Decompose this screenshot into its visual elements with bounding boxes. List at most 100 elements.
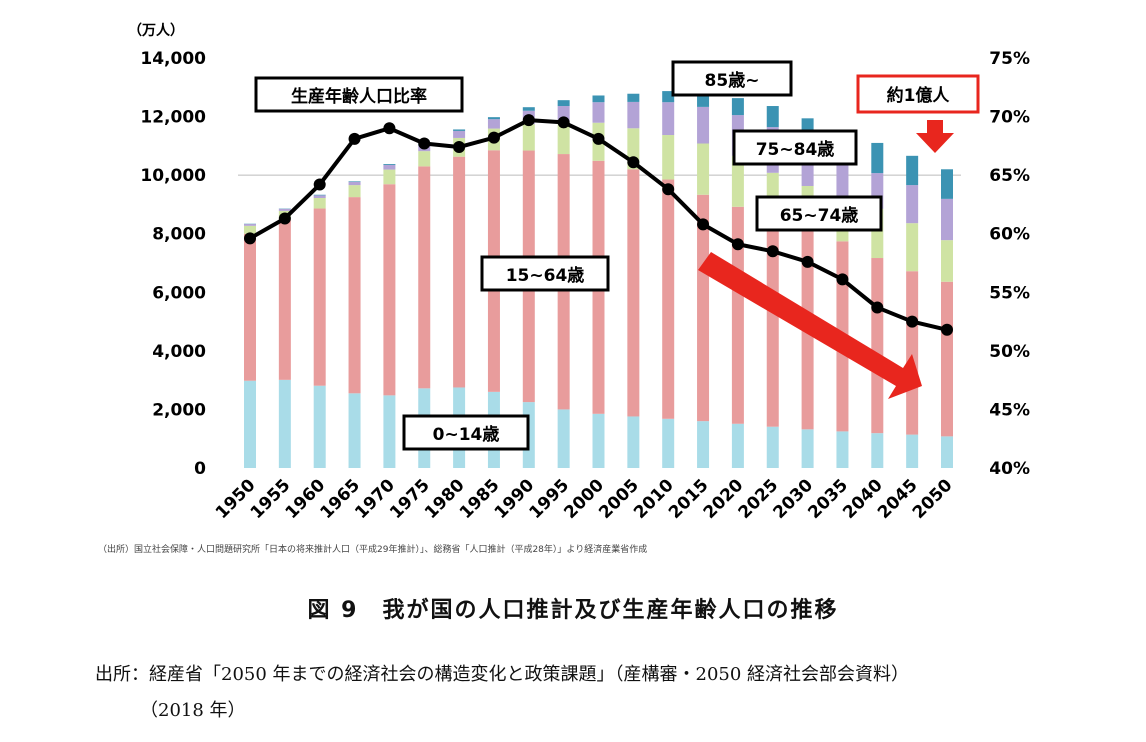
bar-segment-1950-s0 xyxy=(244,380,256,468)
bar-segment-2025-s4 xyxy=(766,106,779,128)
bar-segment-1955-s3 xyxy=(278,208,291,211)
bar-segment-1950-s2 xyxy=(244,225,256,234)
x-tick-label-2050: 2050 xyxy=(909,475,957,523)
bar-segment-2010-s1 xyxy=(662,179,675,419)
bar-segment-2045-s0 xyxy=(906,434,919,468)
bar-segment-1970-s1 xyxy=(383,184,396,396)
bar-segment-2015-s0 xyxy=(697,421,710,468)
ratio-point-2045 xyxy=(906,315,919,328)
x-axis: 1950195519601965197019751980198519901995… xyxy=(212,475,957,523)
decline-arrow xyxy=(698,252,922,399)
bar-segment-2005-s0 xyxy=(627,416,640,468)
bar-segment-2035-s0 xyxy=(836,431,849,468)
annotation-layer: 生産年齢人口比率 85歳~ 75~84歳 65~74歳 15~64歳 0~14歳… xyxy=(254,60,980,451)
bar-segment-2050-s3 xyxy=(941,198,953,241)
age0-label-box: 0~14歳 xyxy=(402,414,530,451)
right-tick-label: 75% xyxy=(989,49,1030,69)
citation-year: （2018 年） xyxy=(140,700,246,721)
ratio-point-2020 xyxy=(731,238,744,251)
ratio-point-2040 xyxy=(871,301,884,314)
bar-segment-2010-s0 xyxy=(662,418,675,468)
right-tick-label: 50% xyxy=(989,342,1030,362)
bar-segment-2015-s2 xyxy=(697,143,710,195)
bar-segment-2005-s3 xyxy=(627,101,640,129)
age0-label: 0~14歳 xyxy=(433,424,500,445)
bar-segment-2010-s4 xyxy=(662,91,675,103)
bar-segment-2020-s1 xyxy=(731,206,744,424)
bar-segment-1960-s4 xyxy=(313,194,326,196)
bar-segment-2045-s1 xyxy=(906,271,919,435)
age75-label-box: 75~84歳 xyxy=(732,129,858,166)
bar-segment-1960-s1 xyxy=(313,208,326,386)
bar-segment-2000-s4 xyxy=(592,95,605,103)
ratio-point-1965 xyxy=(348,132,361,145)
bar-segment-1995-s0 xyxy=(557,409,570,468)
ratio-label: 生産年齢人口比率 xyxy=(291,86,427,107)
bar-segment-2050-s1 xyxy=(941,281,953,437)
bar-segment-2045-s3 xyxy=(906,185,919,224)
bar-segment-1955-s1 xyxy=(278,219,291,380)
ratio-point-1950 xyxy=(244,232,256,245)
bar-segment-2045-s4 xyxy=(906,155,919,186)
ratio-point-1960 xyxy=(313,178,326,191)
bar-segment-2015-s3 xyxy=(697,106,710,144)
bar-segment-1960-s0 xyxy=(313,385,326,468)
ratio-point-1955 xyxy=(278,212,291,225)
bar-segment-2010-s3 xyxy=(662,102,675,136)
bar-segment-1975-s1 xyxy=(418,166,431,389)
ratio-point-2015 xyxy=(697,218,710,231)
bar-segment-2020-s2 xyxy=(731,155,744,207)
bar-segment-2010-s2 xyxy=(662,135,675,180)
ratio-point-2025 xyxy=(766,245,779,258)
bar-segment-2005-s1 xyxy=(627,169,640,417)
left-tick-label: 14,000 xyxy=(140,49,206,69)
ratio-point-2000 xyxy=(592,132,605,145)
bar-segment-2040-s1 xyxy=(871,258,884,434)
bar-segment-1995-s2 xyxy=(557,121,570,155)
bar-segment-1990-s2 xyxy=(522,124,535,151)
bar-segment-2000-s3 xyxy=(592,102,605,123)
citation: 出所：経産省「2050 年までの経済社会の構造変化と政策課題」（産構審・2050… xyxy=(95,664,910,685)
ratio-point-2010 xyxy=(662,183,675,196)
bar-segment-1960-s3 xyxy=(313,195,326,198)
bar-segment-2030-s0 xyxy=(801,429,814,468)
bar-segment-2040-s4 xyxy=(871,142,884,174)
bar-segment-2050-s4 xyxy=(941,169,953,199)
callout-box: 約1億人 xyxy=(856,74,980,114)
age65-label: 65~74歳 xyxy=(780,205,859,226)
ratio-point-1970 xyxy=(383,122,396,135)
bar-segment-2020-s0 xyxy=(731,423,744,468)
right-tick-label: 40% xyxy=(989,459,1030,479)
bar-segment-1965-s3 xyxy=(348,181,361,186)
left-tick-label: 10,000 xyxy=(140,166,206,186)
ratio-line-layer xyxy=(244,114,953,336)
left-tick-label: 4,000 xyxy=(152,342,206,362)
bar-segment-1975-s2 xyxy=(418,151,431,167)
bar-segment-2025-s0 xyxy=(766,426,779,468)
callout-down-arrow xyxy=(916,120,954,153)
bar-segment-1980-s3 xyxy=(453,130,466,138)
ratio-point-1995 xyxy=(557,116,570,129)
bar-segment-1990-s4 xyxy=(522,107,535,111)
right-tick-label: 55% xyxy=(989,283,1030,303)
right-tick-label: 65% xyxy=(989,166,1030,186)
bar-segment-1970-s3 xyxy=(383,164,396,170)
age85-label: 85歳~ xyxy=(705,70,760,91)
bar-segment-1955-s0 xyxy=(278,379,291,468)
bar-segment-2050-s2 xyxy=(941,240,953,282)
left-tick-label: 0 xyxy=(194,459,206,479)
bar-segment-1970-s0 xyxy=(383,395,396,468)
bar-segment-1970-s2 xyxy=(383,169,396,185)
bar-segment-1965-s1 xyxy=(348,197,361,394)
ratio-point-2005 xyxy=(627,156,640,169)
bar-segment-2050-s0 xyxy=(941,436,953,468)
ratio-point-1990 xyxy=(522,114,535,127)
right-axis: 40% 45% 50% 55% 60% 65% 70% 75% xyxy=(989,49,1030,479)
bar-segment-1980-s4 xyxy=(453,129,466,131)
bar-segment-1965-s4 xyxy=(348,181,361,182)
ratio-point-2050 xyxy=(941,323,953,336)
bar-segment-2040-s0 xyxy=(871,433,884,468)
bar-segment-2000-s0 xyxy=(592,413,605,468)
bar-segment-2020-s4 xyxy=(731,98,744,116)
bar-segment-1980-s1 xyxy=(453,156,466,388)
